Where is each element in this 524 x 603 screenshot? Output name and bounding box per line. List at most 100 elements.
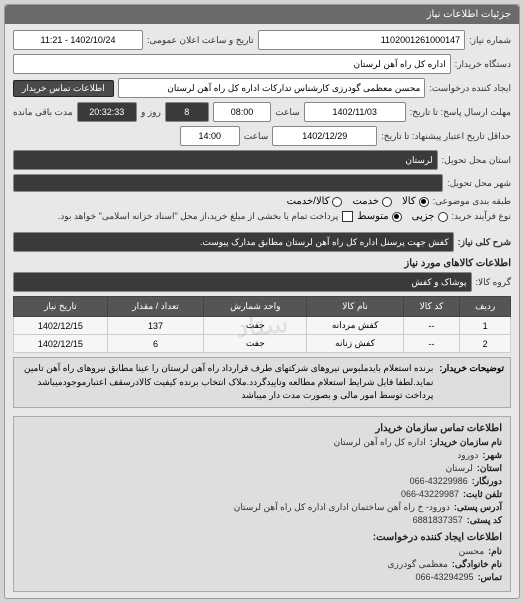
- days-left-field: 8: [165, 102, 209, 122]
- info-val: 066-43229986: [410, 476, 468, 487]
- radio-both[interactable]: کالا/خدمت: [287, 196, 343, 207]
- table-wrapper: ردیفکد کالانام کالاواحد شمارشتعداد / مقد…: [13, 296, 511, 353]
- radio-low-label: جزیی: [412, 211, 435, 222]
- row-summary: شرح کلی نیاز: کفش جهت پرسنل اداره کل راه…: [13, 232, 511, 252]
- info-val: معظمی گودرزی: [387, 559, 447, 570]
- info-line: تلفن ثابت:066-43229987: [22, 489, 502, 500]
- table-row: 1--کفش مردانهجفت1371402/12/15: [14, 317, 511, 335]
- table-row: 2--کفش زنانهجفت61402/12/15: [14, 335, 511, 353]
- radio-mid[interactable]: متوسط: [357, 211, 401, 222]
- radio-both-label: کالا/خدمت: [287, 196, 330, 207]
- info-line: تماس: 066-43294295: [22, 572, 502, 583]
- radio-low[interactable]: جزیی: [412, 211, 448, 222]
- table-cell: --: [403, 335, 460, 353]
- validity-time-label: ساعت: [244, 131, 269, 142]
- info-line: آدرس پستی: دورود- خ راه آهن ساختمان اداری…: [22, 502, 502, 513]
- details-panel: جزئیات اطلاعات نیاز شماره نیاز: 11020012…: [4, 4, 520, 599]
- info-key: تلفن ثابت:: [463, 489, 502, 500]
- process-note: پرداخت تمام یا بخشی از مبلغ خرید،از محل …: [58, 211, 338, 222]
- info-val: دورود- خ راه آهن ساختمان اداری اداره کل …: [234, 502, 450, 513]
- buyer-desc-box: توضیحات خریدار: برنده استعلام بایدملبوس …: [13, 357, 511, 408]
- info-val: اداره کل راه آهن لرستان: [334, 437, 426, 448]
- info-val: لرستان: [446, 463, 473, 474]
- info-key: استان:: [477, 463, 502, 474]
- announce-label: تاریخ و ساعت اعلان عمومی:: [147, 35, 254, 46]
- table-cell: کفش زنانه: [307, 335, 403, 353]
- days-label: روز و: [141, 107, 161, 118]
- info-key: نام:: [488, 546, 502, 557]
- province-field: لرستان: [13, 150, 438, 170]
- radio-goods-circle: [419, 197, 429, 207]
- row-process: نوع فرآیند خرید: جزیی متوسط پرداخت تمام …: [13, 211, 511, 222]
- table-header-cell: تعداد / مقدار: [107, 297, 203, 317]
- table-cell: 2: [460, 335, 511, 353]
- table-cell: --: [403, 317, 460, 335]
- radio-service-circle: [382, 197, 392, 207]
- row-creator: ایجاد کننده درخواست: محسن معظمی گودرزی ک…: [13, 78, 511, 98]
- deadline-time-field: 08:00: [213, 102, 271, 122]
- info-line: استان: لرستان: [22, 463, 502, 474]
- table-cell: جفت: [204, 317, 307, 335]
- treasury-checkbox[interactable]: [342, 211, 353, 222]
- info-key: دورنگار:: [472, 476, 502, 487]
- radio-both-circle: [332, 197, 342, 207]
- org-lines: نام سازمان خریدار: اداره کل راه آهن لرستا…: [22, 437, 502, 526]
- table-cell: 1: [460, 317, 511, 335]
- deadline-label: مهلت ارسال پاسخ: تا تاریخ:: [410, 107, 511, 118]
- panel-title: جزئیات اطلاعات نیاز: [5, 5, 519, 24]
- row-province: استان محل تحویل: لرستان: [13, 150, 511, 170]
- table-cell: 6: [107, 335, 203, 353]
- info-val: دورود: [457, 450, 478, 461]
- table-cell: 1402/12/15: [14, 317, 108, 335]
- row-goods-group: گروه کالا: پوشاک و کفش: [13, 272, 511, 292]
- info-val: 066-43294295: [416, 572, 474, 583]
- process-label: نوع فرآیند خرید:: [452, 211, 512, 222]
- info-key: تماس:: [478, 572, 502, 583]
- row-group: طبقه بندی موضوعی: کالا خدمت کالا/خدمت: [13, 196, 511, 207]
- table-cell: 137: [107, 317, 203, 335]
- desc-label: توضیحات خریدار:: [439, 362, 504, 403]
- contact-button[interactable]: اطلاعات تماس خریدار: [13, 80, 114, 97]
- radio-mid-label: متوسط: [357, 211, 388, 222]
- province-label: استان محل تحویل:: [442, 155, 511, 166]
- info-key: آدرس پستی:: [454, 502, 502, 513]
- info-val: 6881837357: [413, 515, 463, 526]
- buyer-field: اداره کل راه آهن لرستان: [13, 54, 451, 74]
- radio-low-circle: [438, 212, 448, 222]
- creator-field: محسن معظمی گودرزی کارشناس تدارکات اداره …: [118, 78, 426, 98]
- city-label: شهر محل تحویل:: [447, 178, 511, 189]
- table-cell: 1402/12/15: [14, 335, 108, 353]
- info-line: شهر: دورود: [22, 450, 502, 461]
- announce-field: 1402/10/24 - 11:21: [13, 30, 143, 50]
- table-header-row: ردیفکد کالانام کالاواحد شمارشتعداد / مقد…: [14, 297, 511, 317]
- row-request-no: شماره نیاز: 1102001261000147 تاریخ و ساع…: [13, 30, 511, 50]
- group-radios: کالا خدمت کالا/خدمت: [287, 196, 429, 207]
- row-deadline: مهلت ارسال پاسخ: تا تاریخ: 1402/11/03 سا…: [13, 102, 511, 122]
- deadline-time-label: ساعت: [275, 107, 300, 118]
- info-line: نام:محسن: [22, 546, 502, 557]
- org-info-block: اطلاعات تماس سازمان خریدار نام سازمان خر…: [13, 416, 511, 592]
- summary-field: کفش جهت پرسنل اداره کل راه آهن لرستان مط…: [13, 232, 454, 252]
- radio-goods-label: کالا: [402, 196, 416, 207]
- info-key: نام سازمان خریدار:: [430, 437, 502, 448]
- info-line: کد پستی:6881837357: [22, 515, 502, 526]
- table-header-cell: نام کالا: [307, 297, 403, 317]
- city-field: [13, 174, 443, 192]
- validity-time-field: 14:00: [180, 126, 240, 146]
- info-line: نام سازمان خریدار: اداره کل راه آهن لرستا…: [22, 437, 502, 448]
- goods-tbody: 1--کفش مردانهجفت1371402/12/152--کفش زنان…: [14, 317, 511, 353]
- info-line: نام خانوادگی:معظمی گودرزی: [22, 559, 502, 570]
- radio-service[interactable]: خدمت: [352, 196, 392, 207]
- request-no-label: شماره نیاز:: [469, 35, 511, 46]
- goods-table: ردیفکد کالانام کالاواحد شمارشتعداد / مقد…: [13, 296, 511, 353]
- radio-goods[interactable]: کالا: [402, 196, 429, 207]
- row-validity: حداقل تاریخ اعتبار پیشنهاد: تا تاریخ: 14…: [13, 126, 511, 146]
- radio-service-label: خدمت: [352, 196, 379, 207]
- goods-group-label: گروه کالا:: [476, 277, 511, 288]
- request-no-field: 1102001261000147: [258, 30, 465, 50]
- table-cell: کفش مردانه: [307, 317, 403, 335]
- info-key: شهر:: [482, 450, 502, 461]
- org-title: اطلاعات تماس سازمان خریدار: [22, 423, 502, 434]
- process-radios: جزیی متوسط: [357, 211, 447, 222]
- creator-label: ایجاد کننده درخواست:: [429, 83, 511, 94]
